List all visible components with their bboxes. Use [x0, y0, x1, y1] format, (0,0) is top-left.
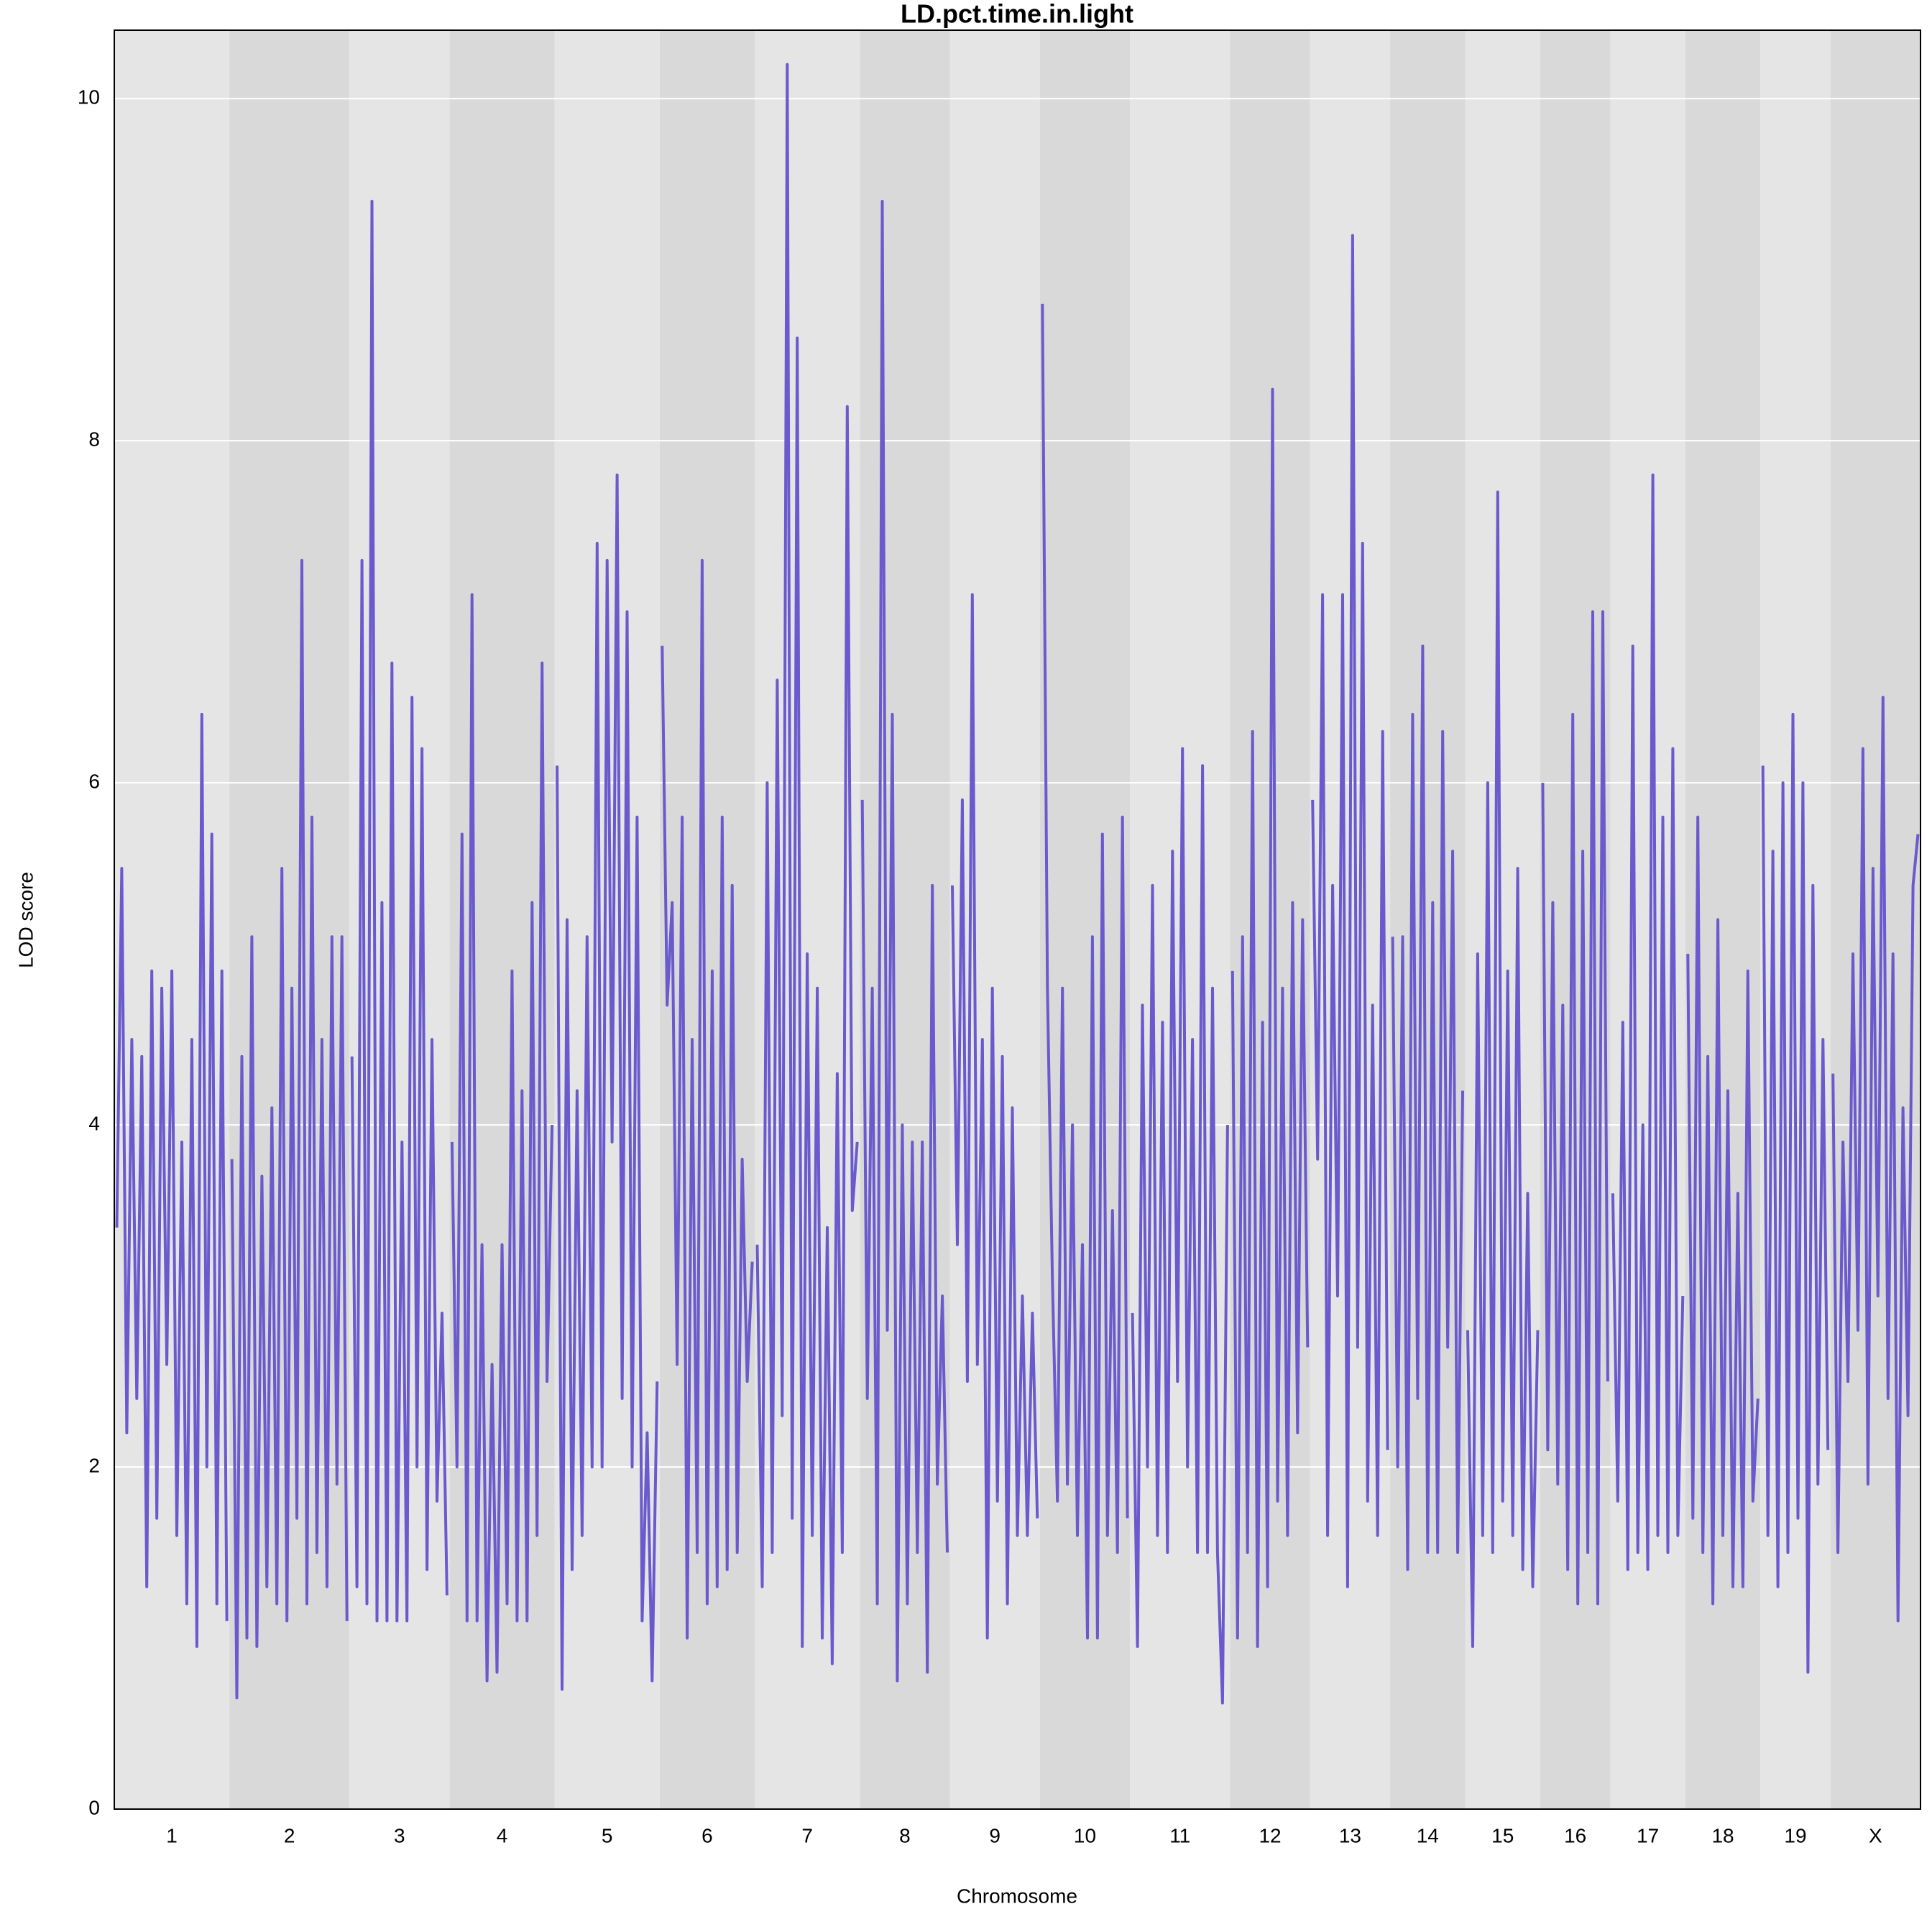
x-tick-label: 14 [1417, 1824, 1439, 1846]
y-tick-label: 0 [88, 1796, 100, 1818]
lod-line [556, 473, 659, 1691]
y-tick-label: 8 [88, 428, 100, 451]
x-tick-label: 10 [1074, 1824, 1096, 1846]
plot-frame [114, 29, 1921, 1810]
chart-title: LD.pct.time.in.light [901, 0, 1133, 29]
lod-line [1230, 387, 1310, 1648]
x-axis-label: Chromosome [957, 1885, 1077, 1907]
lod-line [1611, 473, 1685, 1571]
lod-line [1541, 610, 1609, 1606]
lod-line [1311, 234, 1389, 1588]
x-tick-label: 19 [1784, 1824, 1806, 1846]
lod-line [661, 558, 754, 1639]
chromosome-band [949, 30, 1040, 1809]
chromosome-band [860, 30, 950, 1809]
lod-line [1041, 303, 1129, 1639]
x-tick-label: 15 [1491, 1824, 1514, 1846]
x-tick-label: 9 [989, 1824, 1000, 1846]
lod-line [450, 593, 554, 1683]
lod-line [1466, 490, 1540, 1648]
y-tick-label: 6 [88, 770, 100, 793]
lod-line [951, 593, 1039, 1639]
lines [115, 63, 1920, 1705]
x-tick-label: 8 [899, 1824, 911, 1846]
x-tick-label: 3 [394, 1824, 405, 1846]
lod-line [1831, 696, 1920, 1623]
lod-line [1391, 644, 1464, 1571]
x-tick-label: X [1869, 1824, 1882, 1846]
x-tick-label: 1 [166, 1824, 178, 1846]
x-tick-label: 5 [602, 1824, 613, 1846]
x-tick-label: 17 [1637, 1824, 1659, 1846]
y-tick-label: 10 [78, 86, 100, 109]
lod-line [860, 200, 949, 1683]
y-tick-label: 2 [88, 1454, 100, 1476]
lod-line [1761, 712, 1830, 1674]
x-tick-label: 12 [1259, 1824, 1281, 1846]
x-tick-label: 6 [702, 1824, 713, 1846]
x-tick-label: 18 [1711, 1824, 1734, 1846]
lod-line [115, 712, 229, 1648]
x-tick-label: 13 [1339, 1824, 1361, 1846]
chromosome-band [1465, 30, 1540, 1809]
lod-line [230, 558, 349, 1700]
lod-line [350, 200, 448, 1623]
y-axis-label: LOD score [14, 872, 37, 968]
lod-line [1686, 815, 1760, 1606]
chromosome-band [229, 30, 350, 1809]
x-tick-label: 7 [801, 1824, 813, 1846]
y-tick-label: 4 [88, 1112, 100, 1134]
x-tick-label: 4 [497, 1824, 508, 1846]
x-tick-label: 16 [1564, 1824, 1586, 1846]
x-tick-label: 11 [1169, 1824, 1190, 1846]
lod-line [755, 63, 859, 1665]
lod-line [1131, 747, 1229, 1705]
chromosome-band [1830, 30, 1920, 1809]
x-tick-label: 2 [284, 1824, 295, 1846]
